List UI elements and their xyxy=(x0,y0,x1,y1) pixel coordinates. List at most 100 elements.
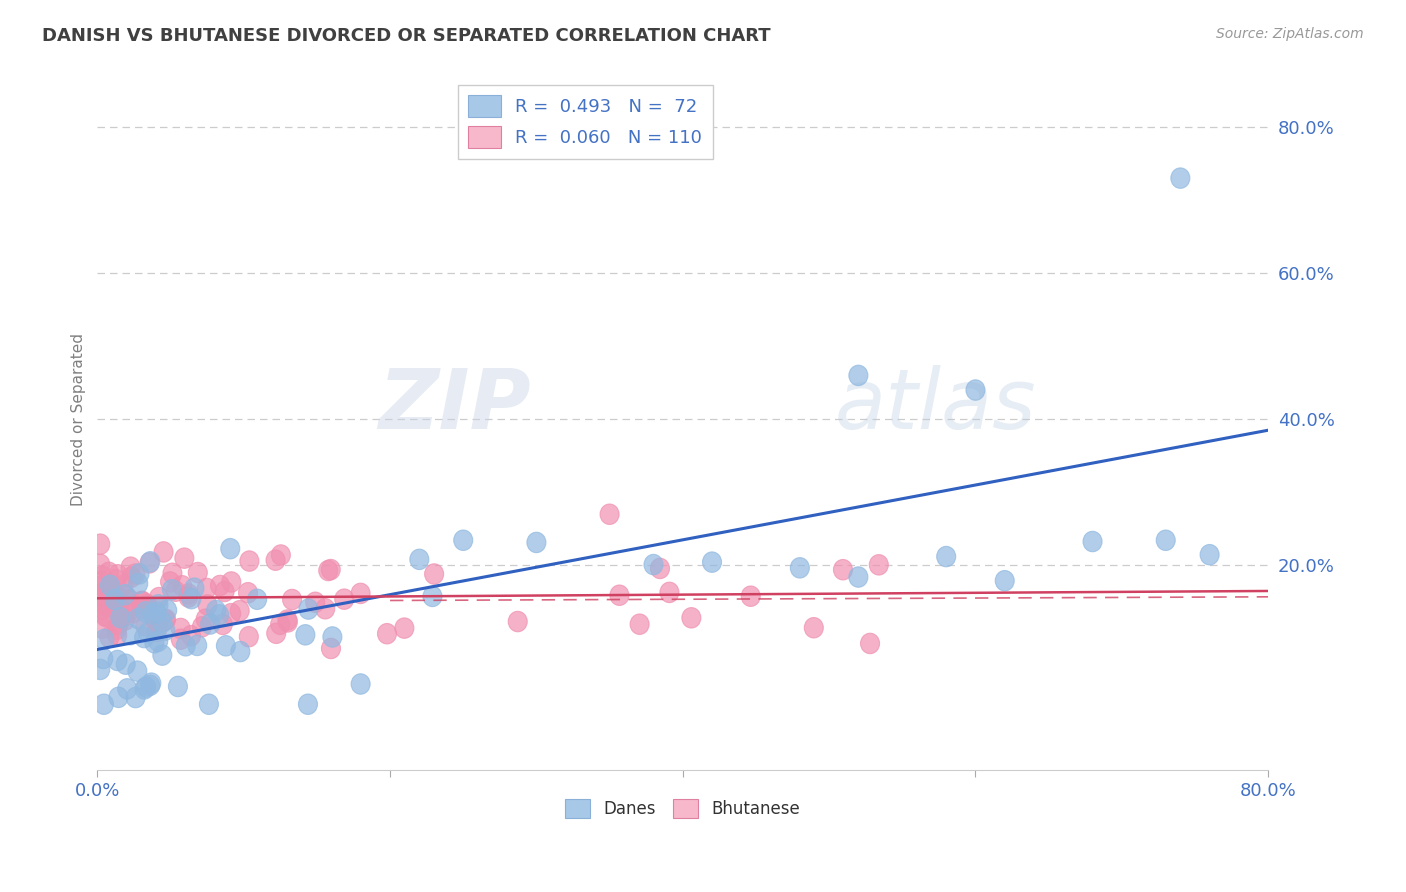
Ellipse shape xyxy=(153,645,172,665)
Ellipse shape xyxy=(108,687,128,707)
Ellipse shape xyxy=(298,694,318,714)
Ellipse shape xyxy=(209,605,229,625)
Ellipse shape xyxy=(741,586,761,607)
Ellipse shape xyxy=(91,659,110,680)
Ellipse shape xyxy=(651,558,669,579)
Ellipse shape xyxy=(121,590,139,610)
Ellipse shape xyxy=(377,624,396,644)
Ellipse shape xyxy=(231,641,250,662)
Text: ZIP: ZIP xyxy=(378,365,530,446)
Ellipse shape xyxy=(1083,532,1102,552)
Ellipse shape xyxy=(207,600,225,621)
Ellipse shape xyxy=(267,623,285,643)
Ellipse shape xyxy=(141,553,159,574)
Ellipse shape xyxy=(197,578,217,599)
Ellipse shape xyxy=(98,607,117,627)
Ellipse shape xyxy=(215,582,235,602)
Ellipse shape xyxy=(129,574,148,594)
Ellipse shape xyxy=(409,549,429,570)
Ellipse shape xyxy=(132,591,150,612)
Ellipse shape xyxy=(278,610,297,631)
Ellipse shape xyxy=(804,617,824,638)
Ellipse shape xyxy=(93,618,112,639)
Ellipse shape xyxy=(335,589,354,609)
Ellipse shape xyxy=(995,571,1014,591)
Ellipse shape xyxy=(94,575,112,596)
Ellipse shape xyxy=(166,581,186,601)
Ellipse shape xyxy=(149,631,167,651)
Ellipse shape xyxy=(153,612,172,632)
Ellipse shape xyxy=(163,563,181,583)
Ellipse shape xyxy=(93,566,112,586)
Ellipse shape xyxy=(108,565,128,585)
Ellipse shape xyxy=(149,595,167,615)
Ellipse shape xyxy=(110,599,128,620)
Ellipse shape xyxy=(1201,544,1219,565)
Ellipse shape xyxy=(145,632,165,653)
Ellipse shape xyxy=(630,614,650,634)
Ellipse shape xyxy=(860,633,880,654)
Ellipse shape xyxy=(283,590,302,610)
Ellipse shape xyxy=(121,624,141,645)
Ellipse shape xyxy=(423,586,441,607)
Ellipse shape xyxy=(108,650,127,671)
Ellipse shape xyxy=(299,599,318,619)
Ellipse shape xyxy=(169,676,187,697)
Ellipse shape xyxy=(1156,530,1175,550)
Ellipse shape xyxy=(271,545,291,566)
Ellipse shape xyxy=(91,554,110,574)
Ellipse shape xyxy=(91,585,110,606)
Ellipse shape xyxy=(214,615,232,634)
Ellipse shape xyxy=(136,601,155,622)
Ellipse shape xyxy=(93,571,111,591)
Ellipse shape xyxy=(174,548,194,568)
Ellipse shape xyxy=(179,583,198,604)
Ellipse shape xyxy=(94,694,114,714)
Ellipse shape xyxy=(117,654,135,674)
Ellipse shape xyxy=(239,582,257,603)
Ellipse shape xyxy=(176,636,195,656)
Ellipse shape xyxy=(148,602,166,623)
Ellipse shape xyxy=(104,585,124,606)
Ellipse shape xyxy=(198,595,217,615)
Ellipse shape xyxy=(305,592,325,613)
Ellipse shape xyxy=(936,546,956,566)
Ellipse shape xyxy=(98,585,118,605)
Ellipse shape xyxy=(132,591,152,612)
Ellipse shape xyxy=(108,625,127,646)
Ellipse shape xyxy=(278,612,298,632)
Ellipse shape xyxy=(849,365,868,385)
Ellipse shape xyxy=(425,564,444,584)
Ellipse shape xyxy=(128,661,146,681)
Ellipse shape xyxy=(91,534,110,555)
Ellipse shape xyxy=(142,673,160,693)
Ellipse shape xyxy=(179,587,198,607)
Ellipse shape xyxy=(138,597,157,617)
Text: Source: ZipAtlas.com: Source: ZipAtlas.com xyxy=(1216,27,1364,41)
Ellipse shape xyxy=(115,584,135,605)
Ellipse shape xyxy=(122,603,142,623)
Ellipse shape xyxy=(110,602,128,623)
Ellipse shape xyxy=(111,608,131,629)
Ellipse shape xyxy=(122,567,141,587)
Ellipse shape xyxy=(93,599,112,619)
Ellipse shape xyxy=(173,575,191,596)
Ellipse shape xyxy=(181,625,201,646)
Ellipse shape xyxy=(149,614,167,633)
Ellipse shape xyxy=(966,380,986,401)
Ellipse shape xyxy=(600,504,619,524)
Ellipse shape xyxy=(128,608,148,629)
Ellipse shape xyxy=(148,621,166,641)
Ellipse shape xyxy=(138,594,156,615)
Ellipse shape xyxy=(240,551,259,571)
Ellipse shape xyxy=(108,615,128,635)
Ellipse shape xyxy=(270,614,290,634)
Ellipse shape xyxy=(644,554,664,574)
Ellipse shape xyxy=(156,610,174,631)
Ellipse shape xyxy=(323,627,342,648)
Ellipse shape xyxy=(172,618,190,639)
Ellipse shape xyxy=(94,629,114,649)
Ellipse shape xyxy=(100,562,118,582)
Ellipse shape xyxy=(100,575,120,596)
Ellipse shape xyxy=(395,618,413,639)
